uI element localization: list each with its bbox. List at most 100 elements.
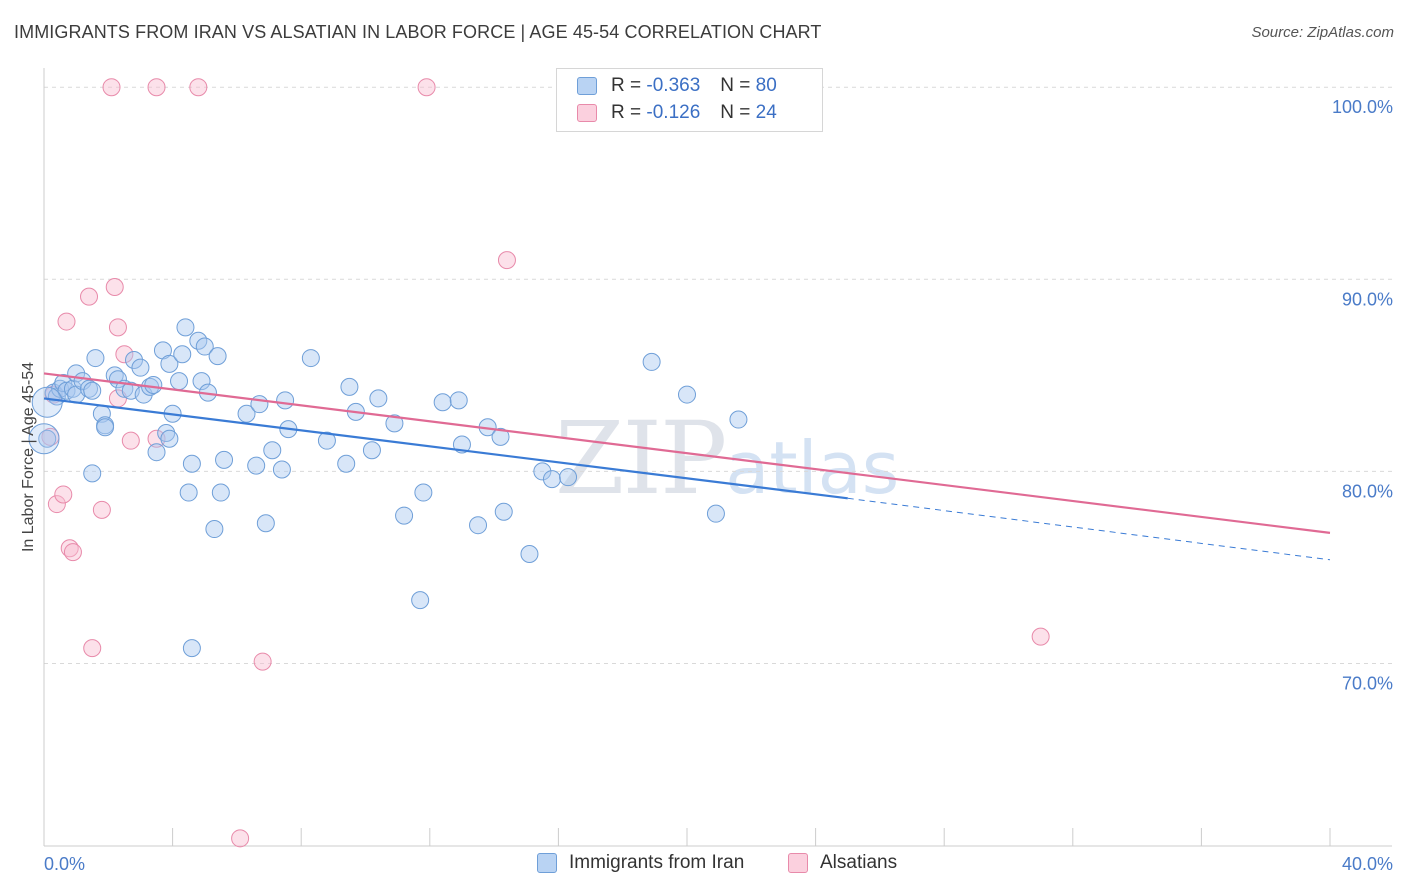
alsatian-point bbox=[147, 78, 166, 97]
iran-point bbox=[96, 418, 115, 437]
alsatian-point bbox=[57, 312, 76, 331]
y-tick-label: 80.0% bbox=[1342, 481, 1393, 501]
iran-point bbox=[301, 349, 320, 368]
iran-point bbox=[642, 352, 661, 371]
iran-point bbox=[542, 470, 561, 489]
labels-layer: 100.0% 90.0% 80.0% 70.0% 0.0% 40.0% In Labor F… bbox=[20, 97, 1393, 874]
alsatian-point bbox=[121, 431, 140, 450]
legend-n-value: 80 bbox=[755, 75, 777, 96]
trend-layer bbox=[43, 372, 1331, 561]
iran-point bbox=[51, 379, 70, 398]
iran-point bbox=[125, 350, 144, 369]
iran-point bbox=[170, 372, 189, 391]
legend-swatch-iran bbox=[577, 77, 597, 95]
iran-point bbox=[362, 441, 381, 460]
iran-point bbox=[205, 520, 224, 539]
iran-point bbox=[192, 372, 211, 391]
alsatian-point bbox=[147, 429, 166, 448]
iran-point bbox=[433, 393, 452, 412]
iran-point bbox=[385, 414, 404, 433]
legend-row-alsatian: R = -0.126 N = 24 bbox=[577, 101, 777, 125]
y-axis-title: In Labor Force | Age 45-54 bbox=[20, 362, 37, 552]
series-legend: Immigrants from Iran Alsatians bbox=[0, 852, 1406, 876]
alsatian-point bbox=[47, 495, 66, 514]
iran-point bbox=[276, 391, 295, 410]
iran-point bbox=[182, 639, 201, 658]
alsatian-point bbox=[231, 829, 250, 848]
alsatian-trend-line bbox=[43, 372, 1331, 534]
series-swatch-iran bbox=[537, 853, 557, 873]
iran-point bbox=[83, 464, 102, 483]
iran-point bbox=[247, 456, 266, 475]
iran-point bbox=[237, 404, 256, 423]
iran-point bbox=[80, 379, 99, 398]
iran-point-large bbox=[28, 423, 60, 455]
iran-point bbox=[520, 545, 539, 564]
alsatian-point bbox=[63, 543, 82, 562]
chart-title: IMMIGRANTS FROM IRAN VS ALSATIAN IN LABO… bbox=[14, 22, 822, 42]
legend-row-iran: R = -0.363 N = 80 bbox=[577, 74, 777, 98]
iran-trend-extension bbox=[847, 497, 1331, 561]
iran-point bbox=[340, 377, 359, 396]
iran-point bbox=[215, 450, 234, 469]
iran-point bbox=[173, 345, 192, 364]
series-legend-item-alsatian[interactable]: Alsatians bbox=[788, 852, 897, 874]
legend-n-value: 24 bbox=[755, 102, 777, 123]
iran-point bbox=[395, 506, 414, 525]
iran-point bbox=[559, 468, 578, 487]
alsatian-point bbox=[1031, 627, 1050, 646]
iran-point bbox=[256, 514, 275, 533]
iran-point bbox=[533, 462, 552, 481]
alsatian-point bbox=[80, 287, 99, 306]
iran-point bbox=[337, 454, 356, 473]
iran-point bbox=[179, 483, 198, 502]
iran-point bbox=[38, 429, 57, 448]
iran-point bbox=[491, 427, 510, 446]
iran-point bbox=[263, 441, 282, 460]
iran-point bbox=[449, 391, 468, 410]
alsatian-point bbox=[497, 251, 516, 270]
iran-point bbox=[369, 389, 388, 408]
alsatian-point bbox=[102, 78, 121, 97]
y-tick-label: 90.0% bbox=[1342, 289, 1393, 309]
x-tick-label: 0.0% bbox=[44, 854, 85, 874]
alsatian-point bbox=[108, 318, 127, 337]
alsatian-point bbox=[54, 485, 73, 504]
iran-point bbox=[678, 385, 696, 404]
iran-point bbox=[57, 381, 76, 400]
y-tick-label: 70.0% bbox=[1342, 674, 1393, 694]
iran-point bbox=[414, 483, 433, 502]
legend-n-label: N = bbox=[720, 102, 751, 123]
iran-point bbox=[469, 516, 488, 535]
source-label: Source: ZipAtlas.com bbox=[1251, 24, 1394, 41]
y-tick-label: 100.0% bbox=[1332, 97, 1393, 117]
iran-point bbox=[144, 375, 163, 394]
iran-point bbox=[411, 591, 430, 610]
legend-n-label: N = bbox=[720, 75, 751, 96]
series-legend-item-iran[interactable]: Immigrants from Iran bbox=[537, 852, 744, 874]
alsatian-point bbox=[417, 78, 436, 97]
legend-r-label: R = bbox=[611, 75, 642, 96]
iran-point bbox=[176, 318, 195, 337]
iran-point bbox=[182, 454, 201, 473]
iran-point bbox=[86, 349, 105, 368]
alsatian-point bbox=[83, 639, 102, 658]
legend-r-value: -0.126 bbox=[646, 102, 701, 123]
alsatian-point bbox=[115, 345, 134, 364]
axes-layer bbox=[43, 68, 1392, 847]
iran-point bbox=[63, 379, 82, 398]
iran-point bbox=[160, 429, 179, 448]
points-layer bbox=[28, 78, 1050, 848]
iran-point-large bbox=[31, 386, 63, 418]
series-legend-label: Immigrants from Iran bbox=[569, 852, 745, 873]
iran-point bbox=[706, 504, 725, 523]
correlation-legend: R = -0.363 N = 80 R = -0.126 N = 24 bbox=[556, 68, 823, 132]
x-tick-label: 40.0% bbox=[1342, 854, 1393, 874]
iran-point bbox=[160, 354, 179, 373]
grid-layer bbox=[44, 86, 1392, 665]
iran-point bbox=[147, 443, 166, 462]
iran-point bbox=[208, 347, 227, 366]
series-legend-label: Alsatians bbox=[820, 852, 898, 873]
iran-point bbox=[250, 395, 269, 414]
